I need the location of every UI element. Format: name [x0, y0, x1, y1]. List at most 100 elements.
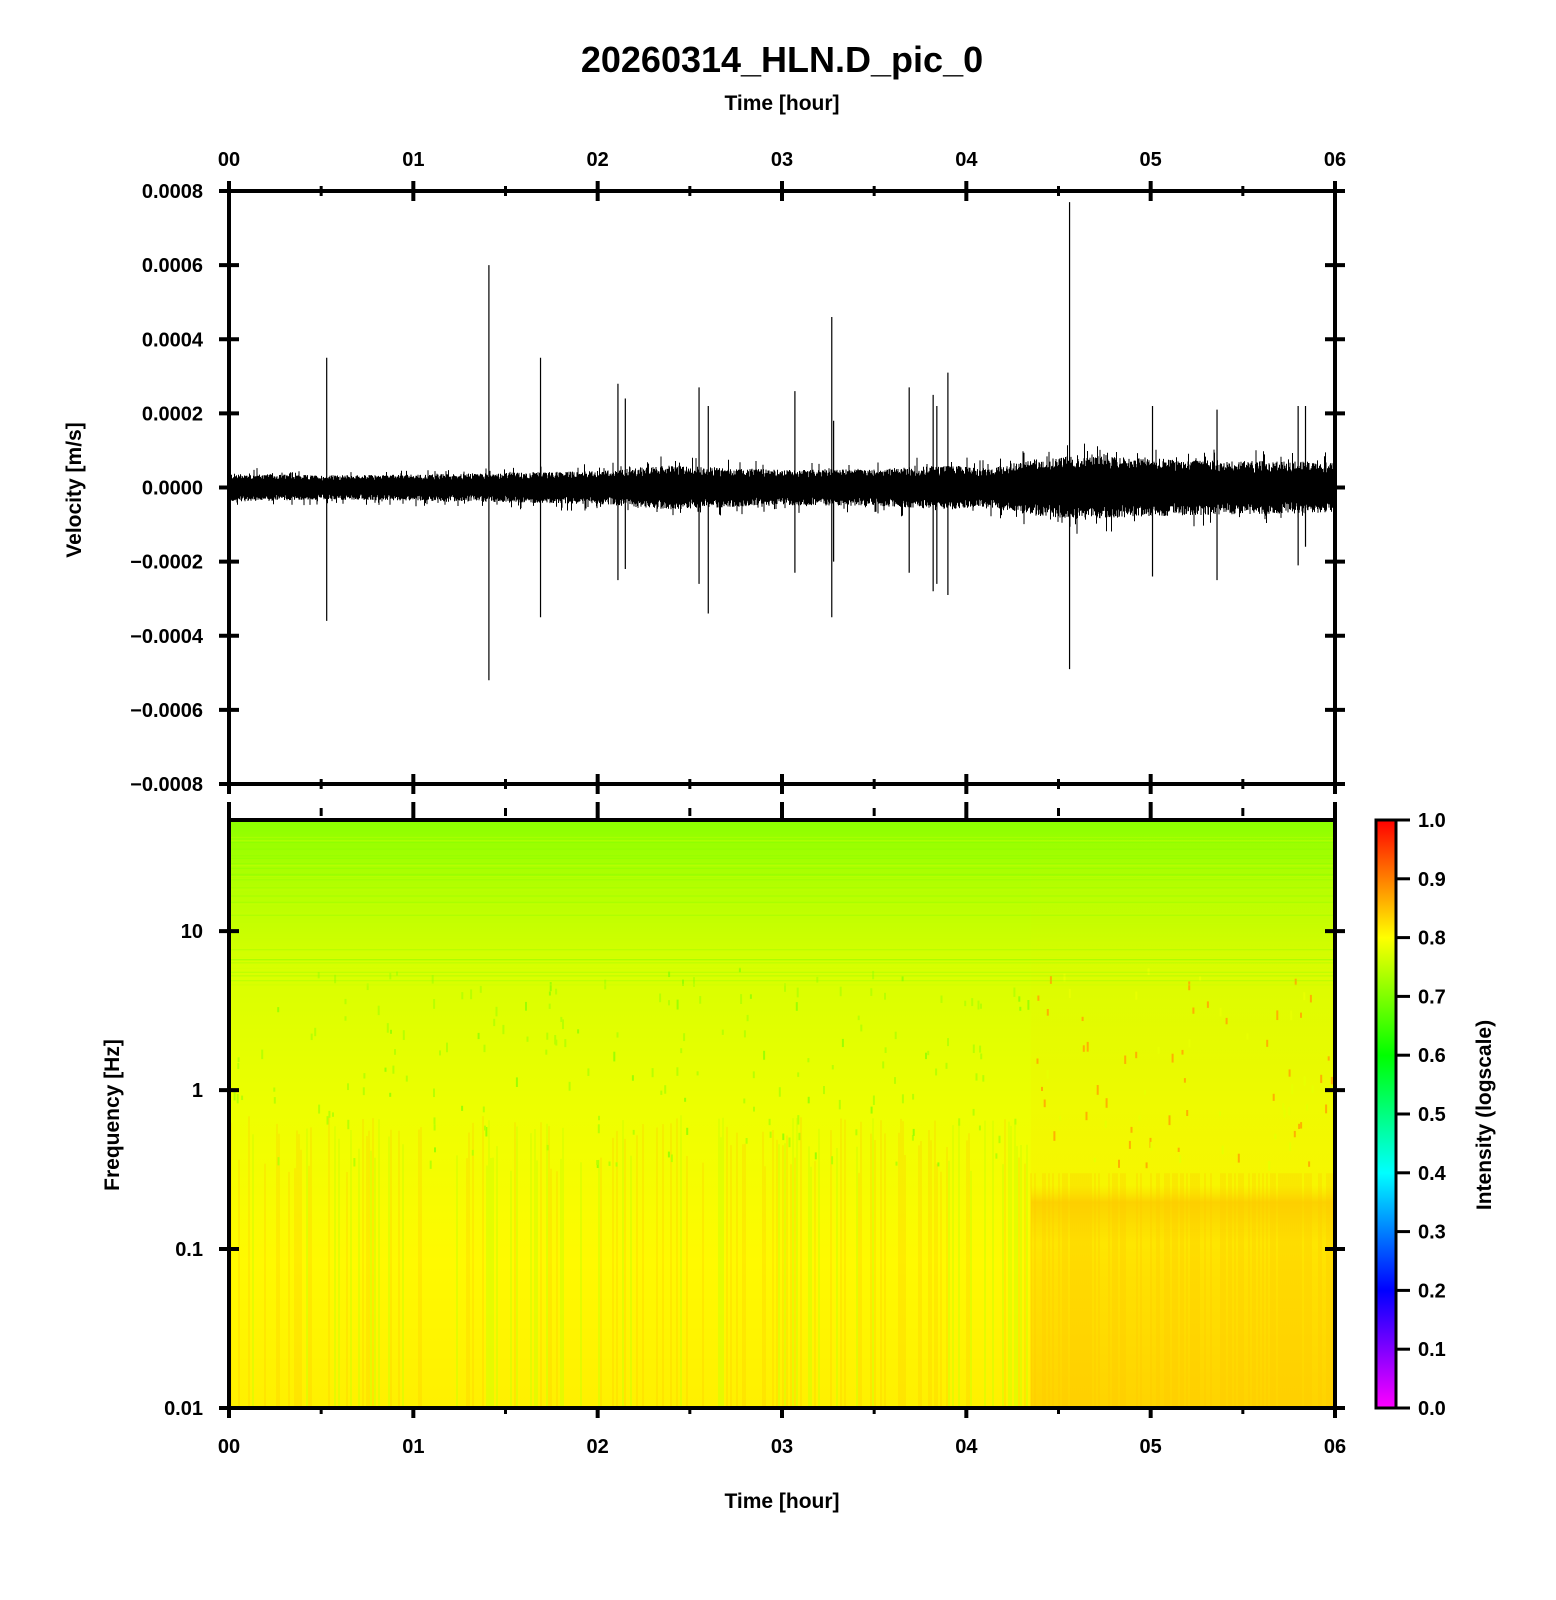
spectrogram-cell: [554, 1035, 557, 1045]
spectrogram-cell: [515, 1077, 518, 1087]
spectrogram-cell: [784, 983, 786, 992]
spectrogram-cell: [1128, 1140, 1131, 1149]
spectrogram-cell: [1014, 1118, 1017, 1125]
spectrogram-cell: [763, 1050, 766, 1060]
spectrogram-cell: [860, 1024, 863, 1032]
spectrogram-cell: [1037, 995, 1040, 1001]
spectrogram-cell: [753, 1106, 755, 1112]
spectrogram-cell: [482, 1106, 485, 1113]
spectrogram-cell: [912, 1128, 915, 1136]
spectrogram-cell: [1081, 1016, 1084, 1022]
spectrogram-cell: [384, 1067, 387, 1072]
spectrogram-y-tick-label: 0.1: [175, 1239, 203, 1261]
spectrogram-cell: [1219, 1007, 1222, 1017]
spectrogram-texture-green: [252, 1115, 1028, 1408]
spectrogram-cell: [344, 1016, 347, 1021]
spectrogram-cell: [1303, 992, 1306, 1001]
spectrogram-cell: [664, 1085, 667, 1094]
spectrogram-cell: [632, 1129, 635, 1135]
spectrogram-cell: [1288, 1069, 1291, 1077]
spectrogram-cell: [1225, 1017, 1228, 1025]
spectrogram-cell: [1157, 1046, 1160, 1054]
spectrogram-cell: [1303, 1076, 1306, 1086]
spectrogram-cell: [1330, 1076, 1333, 1085]
spectrogram-cell: [433, 999, 436, 1009]
spectrogram-cell: [545, 1049, 548, 1055]
spectrogram-cell: [1043, 1099, 1046, 1108]
spectrogram-cell: [479, 985, 482, 993]
spectrogram-cell: [1093, 1157, 1096, 1163]
colorbar-tick-label: 0.5: [1418, 1104, 1446, 1126]
spectrogram-cell: [839, 986, 842, 997]
spectrogram-cell: [901, 1094, 904, 1104]
spectrogram-cell: [1135, 991, 1138, 1000]
spectrogram-cell: [668, 1000, 670, 1006]
figure-title: 20260314_HLN.D_pic_0: [581, 39, 983, 80]
bottom-x-tick-label: 01: [402, 1436, 424, 1458]
spectrogram-cell: [872, 1095, 875, 1105]
spectrogram-cell: [1308, 1161, 1311, 1167]
spectrogram-y-tick-label: 1: [192, 1080, 203, 1102]
top-x-tick-label: 00: [218, 149, 240, 171]
spectrogram-cell: [979, 1045, 982, 1053]
spectrogram-cells: [229, 820, 1335, 1408]
spectrogram-cell: [1082, 1045, 1085, 1052]
spectrogram-cell: [745, 1138, 748, 1144]
spectrogram-cell: [1144, 1090, 1146, 1095]
waveform-noise: [229, 443, 1335, 534]
spectrogram-cell: [1171, 1053, 1174, 1063]
spectrogram-cell: [344, 998, 347, 1005]
waveform-panel: 00 01 02 03 04 05 06 0.0008 0.0006 0.0004 0.0002 0.…: [63, 149, 1346, 796]
spectrogram-cell: [1282, 1103, 1285, 1111]
spectrogram-cell: [978, 1125, 981, 1131]
top-x-tick-label: 03: [771, 149, 793, 171]
spectrogram-cell: [901, 976, 904, 982]
waveform-y-axis-title: Velocity [m/s]: [63, 422, 86, 557]
spectrogram-cell: [1246, 1033, 1249, 1040]
waveform-y-tick-label: −0.0004: [130, 626, 204, 648]
spectrogram-cell: [882, 1061, 885, 1069]
spectrogram-cell: [1086, 1041, 1089, 1052]
spectrogram-cell: [233, 1091, 236, 1101]
spectrogram-cell: [1036, 1058, 1039, 1064]
spectrogram-cell: [1085, 1111, 1088, 1121]
spectrogram-cell: [347, 1083, 349, 1091]
spectrogram-cell: [386, 1023, 389, 1033]
spectrogram-cell: [273, 1087, 276, 1092]
spectrogram-cell: [1177, 1147, 1180, 1152]
spectrogram-cell: [471, 1149, 474, 1156]
spectrogram-cell: [1027, 1000, 1030, 1010]
colorbar-tick-label: 0.4: [1418, 1163, 1447, 1185]
spectrogram-cell: [683, 1033, 686, 1042]
spectrogram-cell: [884, 992, 886, 1000]
colorbar-tick-label: 0.6: [1418, 1045, 1446, 1067]
spectrogram-cell: [1300, 1012, 1302, 1018]
spectrogram-cell: [439, 1050, 441, 1056]
spectrogram-cell: [940, 995, 943, 1003]
spectrogram-cell: [782, 1133, 785, 1141]
spectrogram-cell: [937, 1162, 940, 1167]
colorbar-tick-label: 0.0: [1418, 1398, 1446, 1420]
spectrogram-cell: [502, 1024, 505, 1035]
spectrogram-cell: [870, 1106, 873, 1114]
spectrogram-cell: [1118, 1159, 1120, 1168]
spectrogram-cell: [699, 996, 702, 1004]
spectrogram-axes: 00 01 02 03 04 05 06 10 1 0.1 0.01: [164, 802, 1346, 1458]
spectrogram-cell: [659, 993, 662, 1003]
spectrogram-cell: [972, 1108, 975, 1116]
bottom-x-tick-label: 05: [1140, 1436, 1162, 1458]
bottom-x-tick-label: 03: [771, 1436, 793, 1458]
spectrogram-cell: [526, 1036, 529, 1042]
bottom-x-tick-label: 02: [587, 1436, 609, 1458]
spectrogram-cell: [405, 1075, 408, 1082]
spectrogram-cell: [752, 1071, 755, 1079]
spectrogram-cell: [477, 1032, 480, 1040]
spectrogram-cell: [870, 988, 873, 996]
spectrogram-cell: [651, 1068, 654, 1078]
waveform-y-tick-label: −0.0008: [130, 774, 203, 796]
spectrogram-cell: [769, 1131, 772, 1138]
spectrogram-cell: [363, 1073, 366, 1079]
spectrogram-cell: [389, 1092, 392, 1097]
spectrogram-cell: [947, 1038, 949, 1047]
